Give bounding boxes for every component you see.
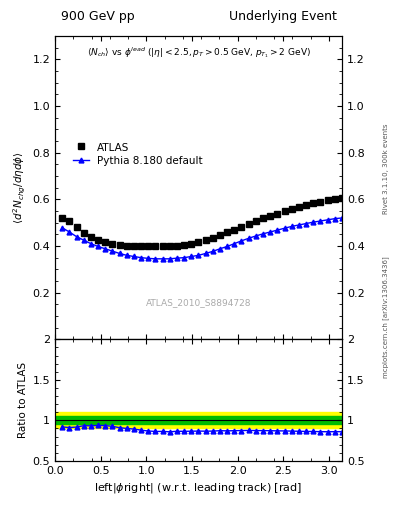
Pythia 8.180 default (275, 227, 280, 233)
ATLAS (211, 234, 215, 241)
ATLAS (203, 237, 208, 243)
ATLAS (332, 196, 337, 202)
Pythia 8.180 default (325, 217, 330, 223)
ATLAS (146, 243, 151, 249)
Pythia 8.180 default (182, 254, 186, 261)
Pythia 8.180 default (203, 250, 208, 257)
Pythia 8.180 default (160, 256, 165, 262)
Pythia 8.180 default (139, 254, 143, 261)
Pythia 8.180 default (318, 218, 323, 224)
Pythia 8.180 default (289, 223, 294, 229)
ATLAS (60, 215, 64, 221)
ATLAS (268, 213, 273, 219)
ATLAS (160, 243, 165, 249)
ATLAS (167, 243, 172, 249)
Pythia 8.180 default (239, 238, 244, 244)
Pythia 8.180 default (125, 252, 129, 259)
ATLAS (239, 224, 244, 230)
ATLAS (340, 195, 344, 201)
ATLAS (103, 240, 108, 246)
Pythia 8.180 default (117, 250, 122, 257)
Text: Underlying Event: Underlying Event (229, 10, 337, 23)
Pythia 8.180 default (246, 235, 251, 241)
ATLAS (311, 200, 316, 206)
Text: $\langle N_{ch}\rangle$ vs $\phi^{lead}$ ($|\eta| < 2.5, p_T > 0.5$ GeV, $p_{T_1: $\langle N_{ch}\rangle$ vs $\phi^{lead}$… (86, 45, 310, 60)
Pythia 8.180 default (282, 225, 287, 231)
Pythia 8.180 default (74, 233, 79, 240)
ATLAS (95, 237, 100, 243)
Pythia 8.180 default (268, 229, 273, 235)
Pythia 8.180 default (153, 256, 158, 262)
ATLAS (174, 243, 179, 249)
ATLAS (196, 240, 201, 246)
Pythia 8.180 default (95, 243, 100, 249)
ATLAS (110, 241, 115, 247)
Pythia 8.180 default (232, 241, 237, 247)
Pythia 8.180 default (81, 237, 86, 243)
Pythia 8.180 default (60, 225, 64, 231)
ATLAS (182, 242, 186, 248)
Pythia 8.180 default (167, 256, 172, 262)
Pythia 8.180 default (103, 246, 108, 252)
ATLAS (304, 202, 309, 208)
ATLAS (325, 197, 330, 203)
ATLAS (74, 224, 79, 230)
Pythia 8.180 default (132, 253, 136, 260)
ATLAS (282, 208, 287, 215)
Pythia 8.180 default (218, 246, 222, 252)
ATLAS (318, 199, 323, 205)
Pythia 8.180 default (146, 255, 151, 262)
Text: mcplots.cern.ch [arXiv:1306.3436]: mcplots.cern.ch [arXiv:1306.3436] (382, 257, 389, 378)
ATLAS (246, 221, 251, 227)
Pythia 8.180 default (196, 252, 201, 259)
ATLAS (139, 243, 143, 249)
ATLAS (189, 241, 194, 247)
ATLAS (81, 230, 86, 236)
Pythia 8.180 default (67, 229, 72, 235)
Pythia 8.180 default (253, 233, 258, 239)
Pythia 8.180 default (88, 241, 93, 247)
ATLAS (117, 242, 122, 248)
Pythia 8.180 default (174, 255, 179, 261)
ATLAS (88, 233, 93, 240)
Text: Rivet 3.1.10, 300k events: Rivet 3.1.10, 300k events (383, 124, 389, 214)
ATLAS (218, 232, 222, 239)
Pythia 8.180 default (311, 219, 316, 225)
Line: ATLAS: ATLAS (59, 196, 345, 249)
ATLAS (261, 216, 265, 222)
Pythia 8.180 default (110, 248, 115, 254)
Pythia 8.180 default (304, 221, 309, 227)
Y-axis label: Ratio to ATLAS: Ratio to ATLAS (18, 362, 28, 438)
X-axis label: left|$\phi$right| (w.r.t. leading track) [rad]: left|$\phi$right| (w.r.t. leading track)… (94, 481, 303, 495)
ATLAS (153, 243, 158, 249)
Pythia 8.180 default (332, 216, 337, 222)
ATLAS (67, 219, 72, 225)
Line: Pythia 8.180 default: Pythia 8.180 default (60, 216, 344, 261)
Pythia 8.180 default (340, 215, 344, 221)
ATLAS (253, 218, 258, 224)
ATLAS (225, 229, 230, 236)
ATLAS (125, 243, 129, 249)
Y-axis label: $\langle d^2 N_{chg}/d\eta d\phi\rangle$: $\langle d^2 N_{chg}/d\eta d\phi\rangle$ (12, 151, 28, 224)
Pythia 8.180 default (261, 231, 265, 237)
ATLAS (132, 243, 136, 249)
Legend: ATLAS, Pythia 8.180 default: ATLAS, Pythia 8.180 default (69, 138, 207, 170)
Text: ATLAS_2010_S8894728: ATLAS_2010_S8894728 (146, 298, 251, 308)
Pythia 8.180 default (189, 253, 194, 260)
ATLAS (275, 211, 280, 217)
Pythia 8.180 default (297, 222, 301, 228)
ATLAS (289, 206, 294, 212)
Pythia 8.180 default (225, 243, 230, 249)
ATLAS (297, 204, 301, 210)
ATLAS (232, 227, 237, 233)
Pythia 8.180 default (211, 248, 215, 254)
Text: 900 GeV pp: 900 GeV pp (61, 10, 135, 23)
